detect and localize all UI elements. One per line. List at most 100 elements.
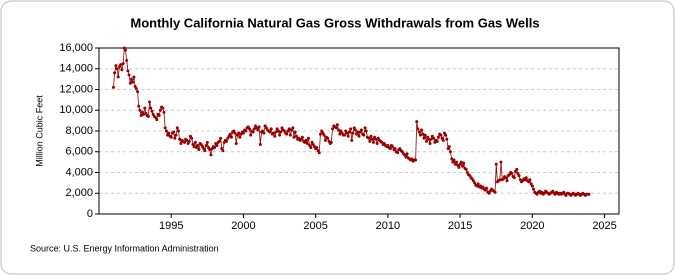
data-point (504, 176, 508, 180)
data-point (347, 130, 351, 134)
data-point (228, 132, 232, 136)
data-point (405, 152, 409, 156)
data-point (305, 141, 309, 145)
data-point (114, 64, 118, 68)
data-point (476, 182, 480, 186)
data-point (148, 100, 152, 104)
data-point (241, 131, 245, 135)
data-point (248, 127, 252, 131)
data-point (215, 144, 219, 148)
data-point (322, 133, 326, 137)
data-point (494, 162, 498, 166)
data-point (306, 136, 310, 140)
data-point (329, 140, 333, 144)
data-point (515, 167, 519, 171)
data-point (130, 77, 133, 81)
data-point (530, 184, 534, 188)
data-point (417, 130, 421, 134)
data-point (249, 133, 253, 137)
source: Source: U.S. Energy Information Administ… (30, 243, 219, 253)
data-point (294, 134, 298, 138)
data-point (528, 178, 532, 182)
data-point (113, 71, 117, 75)
data-point (420, 128, 424, 132)
data-point (121, 62, 125, 66)
data-point (120, 68, 124, 72)
data-point (427, 137, 431, 141)
y-tick-label: 4,000 (65, 166, 93, 178)
data-point (368, 139, 372, 143)
data-point (336, 128, 340, 132)
data-point (531, 187, 535, 191)
data-point (439, 133, 443, 137)
x-tick-label: 2025 (592, 220, 616, 232)
data-point (158, 108, 162, 112)
data-point (229, 135, 233, 139)
data-point (185, 138, 189, 142)
data-point (512, 176, 516, 180)
data-point (304, 138, 308, 142)
data-point (493, 190, 497, 194)
data-point (131, 80, 135, 84)
data-point (498, 178, 502, 182)
data-point (262, 131, 266, 135)
y-tick-label: 8,000 (65, 125, 93, 137)
data-point (125, 58, 129, 62)
data-point (119, 63, 123, 67)
data-point (364, 129, 368, 133)
data-point (464, 167, 468, 171)
data-point (123, 48, 127, 52)
data-point (234, 141, 238, 145)
data-point (126, 69, 130, 73)
data-point (457, 165, 461, 169)
y-tick-label: 2,000 (65, 187, 93, 199)
data-point (192, 145, 196, 149)
data-point (396, 151, 400, 155)
data-point (271, 131, 275, 135)
data-point (461, 164, 465, 168)
data-point (193, 140, 197, 144)
data-point (350, 138, 354, 142)
data-point (213, 146, 217, 150)
data-point (587, 192, 591, 196)
data-point (432, 136, 436, 140)
data-point (363, 126, 367, 130)
data-point (335, 123, 339, 127)
data-point (237, 131, 241, 135)
data-point (128, 81, 132, 85)
data-point (172, 130, 176, 134)
chart-title: Monthly California Natural Gas Gross Wit… (130, 15, 539, 30)
data-point (315, 146, 319, 150)
data-point (139, 113, 143, 117)
data-point (174, 133, 178, 137)
data-point (204, 144, 208, 148)
data-point (416, 127, 420, 131)
data-point (146, 114, 150, 118)
data-point (251, 130, 255, 134)
data-point (258, 142, 262, 146)
data-point (424, 139, 428, 143)
data-point (138, 108, 142, 112)
data-point (441, 138, 445, 142)
data-point (162, 110, 166, 114)
data-point (208, 148, 212, 152)
y-tick-label: 0 (87, 208, 93, 220)
data-point (257, 125, 261, 129)
data-point (388, 147, 392, 151)
x-tick-label: 1995 (159, 220, 183, 232)
data-point (318, 132, 322, 136)
data-point (167, 131, 171, 135)
data-point (155, 118, 159, 122)
data-point (287, 127, 291, 131)
data-point (150, 109, 154, 113)
data-point (300, 135, 304, 139)
data-point (517, 174, 521, 178)
data-point (268, 130, 272, 134)
data-point (190, 136, 194, 140)
data-point (345, 131, 349, 135)
data-point (429, 137, 433, 141)
data-point (173, 136, 177, 140)
data-point (436, 135, 440, 139)
data-point (353, 128, 357, 132)
data-point (415, 120, 419, 124)
